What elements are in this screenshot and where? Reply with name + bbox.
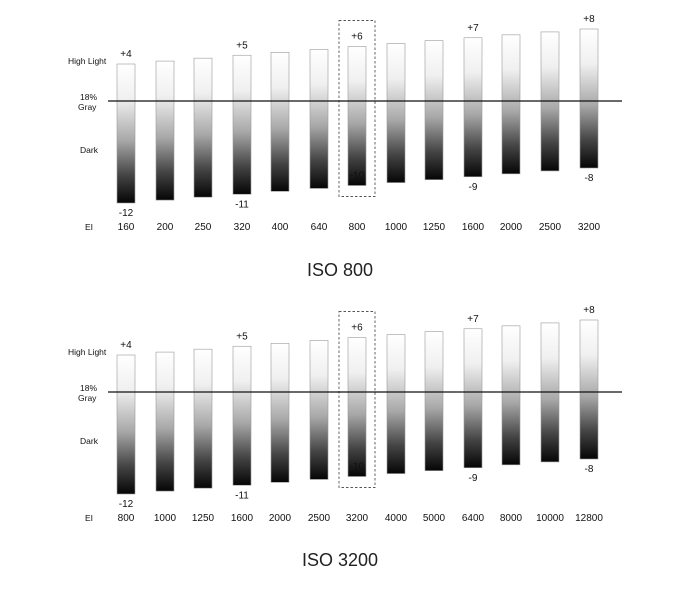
ei-value: 3200 [578,222,601,233]
gradient-bar [155,60,175,201]
ei-value: 800 [118,513,135,524]
ei-value: 1250 [192,513,215,524]
gradient-bar [579,319,599,460]
shadow-stops-label: -12 [119,499,134,510]
ei-label: EI [85,513,93,523]
gradient-bar [386,334,406,474]
shadow-stops-label: -11 [235,199,249,210]
gray-18-label: 18% [80,92,97,102]
gradient-bar [232,345,252,486]
gradient-bar [270,52,290,192]
highlight-stops-label: +5 [236,331,248,342]
ei-value: 1000 [154,513,177,524]
gradient-bar [116,354,136,495]
native-iso-highlight-box [338,20,376,197]
ei-value: 3200 [346,513,369,524]
ei-value: 250 [195,222,212,233]
ei-value: 4000 [385,513,408,524]
gradient-bar [155,351,175,492]
gradient-bar [309,340,329,480]
ei-value: 200 [157,222,174,233]
high-light-label: High Light [68,56,107,66]
ei-value: 2000 [269,513,292,524]
ei-value: 800 [349,222,366,233]
gradient-bar [232,54,252,195]
ei-value: 160 [118,222,135,233]
ei-value: 1600 [231,513,254,524]
ei-value: 12800 [575,513,603,524]
gray-label: Gray [78,102,97,112]
gradient-bar [501,34,521,175]
highlight-stops-label: +6 [351,323,363,334]
ei-value: 2500 [539,222,562,233]
ei-value: 320 [234,222,251,233]
gradient-bar [463,328,483,469]
highlight-stops-label: +4 [120,340,132,351]
panel-1: High Light 18%Gray Dark EI 160 200 250 320 400 64… [68,14,622,280]
ei-value: 400 [272,222,289,233]
ei-value: 640 [311,222,328,233]
gradient-bar [270,343,290,483]
ei-value: 1250 [423,222,446,233]
high-light-label: High Light [68,347,107,357]
shadow-stops-label: -8 [585,173,594,184]
gradient-bar [501,325,521,466]
highlight-stops-label: +4 [120,49,132,60]
gradient-bar [386,43,406,183]
gradient-bar [193,348,213,489]
gradient-bar [193,57,213,198]
gray-18-label: 18% [80,383,97,393]
gradient-bar [116,63,136,204]
iso-title: ISO 3200 [302,550,378,570]
ei-value: 2500 [308,513,331,524]
shadow-stops-label: -9 [469,473,478,484]
gradient-bar [347,337,367,477]
highlight-stops-label: +7 [467,314,479,325]
shadow-stops-label: -10 [350,462,365,473]
shadow-stops-label: -9 [469,182,478,193]
ei-value: 10000 [536,513,564,524]
shadow-stops-label: -12 [119,208,134,219]
shadow-stops-label: -10 [350,171,365,182]
gradient-bar [424,40,444,180]
native-iso-highlight-box [338,311,376,488]
highlight-stops-label: +8 [583,305,595,316]
gradient-bar [463,37,483,178]
panel-2: High Light 18%Gray Dark EI 800 1000 1250 1600 20… [68,305,622,570]
ei-value: 6400 [462,513,485,524]
shadow-stops-label: -8 [585,464,594,475]
highlight-stops-label: +6 [351,32,363,43]
shadow-stops-label: -11 [235,490,249,501]
gray-label: Gray [78,393,97,403]
iso-title: ISO 800 [307,260,373,280]
gradient-bar [309,49,329,189]
highlight-stops-label: +7 [467,23,479,34]
dark-label: Dark [80,436,99,446]
highlight-stops-label: +8 [583,14,595,25]
gradient-bar [579,28,599,169]
gradient-bar [347,46,367,186]
ei-value: 2000 [500,222,523,233]
ei-label: EI [85,222,93,232]
dark-label: Dark [80,145,99,155]
gradient-bar [424,331,444,471]
ei-value: 1000 [385,222,408,233]
ei-value: 8000 [500,513,523,524]
highlight-stops-label: +5 [236,40,248,51]
ei-value: 5000 [423,513,446,524]
ei-value: 1600 [462,222,485,233]
